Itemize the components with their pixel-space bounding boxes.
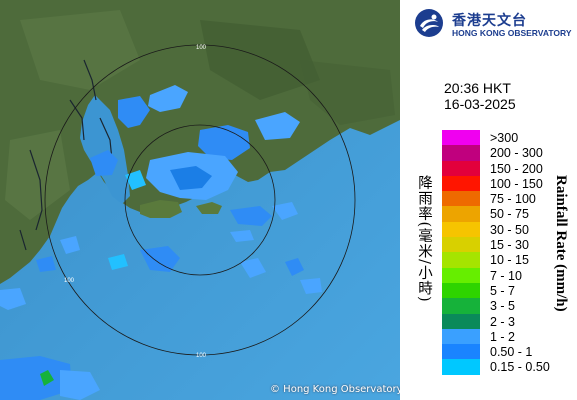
hk-island <box>196 202 222 214</box>
legend-item: 30 - 50 <box>442 221 572 238</box>
ring-label-top: 100 <box>196 45 207 51</box>
legend-item: 2 - 3 <box>442 313 572 329</box>
legend-item: 5 - 7 <box>442 282 572 299</box>
legend-item: 0.15 - 0.50 <box>442 359 572 375</box>
timestamp: 20:36 HKT 16-03-2025 <box>444 80 516 112</box>
legend-swatch <box>442 313 480 329</box>
legend-swatch <box>442 175 480 192</box>
legend-item: 100 - 150 <box>442 175 572 192</box>
legend-swatch <box>442 298 480 314</box>
legend-swatch <box>442 282 480 299</box>
legend-item: 15 - 30 <box>442 237 572 253</box>
timestamp-date: 16-03-2025 <box>444 96 516 112</box>
legend-item: 200 - 300 <box>442 145 572 161</box>
legend-label: 0.15 - 0.50 <box>490 360 550 375</box>
legend-swatch <box>442 359 480 375</box>
legend-item: 10 - 15 <box>442 252 572 268</box>
legend-label: 10 - 15 <box>490 253 529 268</box>
legend-swatch <box>442 328 480 345</box>
legend-item: >300 <box>442 130 572 146</box>
legend-item: 1 - 2 <box>442 328 572 345</box>
copyright-text: © Hong Kong Observatory <box>270 384 400 395</box>
org-name-cn: 香港天文台 <box>452 13 527 29</box>
pearl-river-estuary <box>80 95 130 204</box>
land-texture <box>200 20 320 100</box>
legend-swatch <box>442 206 480 222</box>
legend-label: >300 <box>490 131 519 145</box>
timestamp-time: 20:36 HKT <box>444 80 511 96</box>
observatory-logo: 香港天文台 HONG KONG OBSERVATORY <box>412 6 572 40</box>
legend-label: 200 - 300 <box>490 146 543 161</box>
lantau-island <box>140 200 182 218</box>
legend-label: 5 - 7 <box>490 283 516 298</box>
legend-label: 1 - 2 <box>490 329 516 344</box>
legend-label: 2 - 3 <box>490 314 516 329</box>
legend-swatch <box>442 130 480 146</box>
legend-item: 150 - 200 <box>442 160 572 176</box>
legend-swatch <box>442 237 480 253</box>
legend-item: 0.50 - 1 <box>442 344 572 360</box>
hko-logo-icon <box>415 9 443 37</box>
legend-label: 75 - 100 <box>490 192 536 207</box>
rainfall-legend: >300 200 - 300 150 - 200 100 - 150 75 - 100 5… <box>442 130 572 375</box>
ring-label-bottom: 100 <box>196 353 207 359</box>
legend-swatch <box>442 191 480 207</box>
legend-swatch <box>442 252 480 268</box>
legend-swatch <box>442 267 480 283</box>
legend-swatch <box>442 344 480 360</box>
legend-item: 50 - 75 <box>442 206 572 222</box>
land-texture <box>300 60 395 125</box>
radar-map-canvas: 100 100 100 <box>0 0 400 400</box>
land-texture <box>5 130 70 220</box>
legend-label: 100 - 150 <box>490 176 543 191</box>
org-name-en: HONG KONG OBSERVATORY <box>452 28 572 38</box>
legend-label: 30 - 50 <box>490 222 529 237</box>
rain-echoes <box>0 85 322 400</box>
legend-label: 15 - 30 <box>490 238 529 253</box>
legend-swatch <box>442 221 480 238</box>
radar-map: 100 100 100 © Hong Kong Observatory <box>0 0 400 400</box>
legend-label: 50 - 75 <box>490 207 529 222</box>
legend-title-en: Rainfall Rate (mm/h) <box>553 175 569 312</box>
land-texture <box>20 10 140 90</box>
legend-item: 3 - 5 <box>442 298 572 314</box>
legend-label: 7 - 10 <box>490 268 522 283</box>
range-rings <box>44 44 356 356</box>
legend-swatch <box>442 160 480 176</box>
legend-title-cn: 降雨率(毫米/小時) <box>416 175 432 303</box>
rivers <box>19 59 113 251</box>
info-panel: 香港天文台 HONG KONG OBSERVATORY 20:36 HKT 16… <box>400 0 577 400</box>
legend-swatch <box>442 145 480 161</box>
legend-label: 150 - 200 <box>490 161 543 176</box>
legend-label: 3 - 5 <box>490 299 516 314</box>
legend-item: 7 - 10 <box>442 267 572 283</box>
legend-label: 0.50 - 1 <box>490 345 533 360</box>
legend-item: 75 - 100 <box>442 191 572 207</box>
ring-label-left: 100 <box>64 278 75 284</box>
